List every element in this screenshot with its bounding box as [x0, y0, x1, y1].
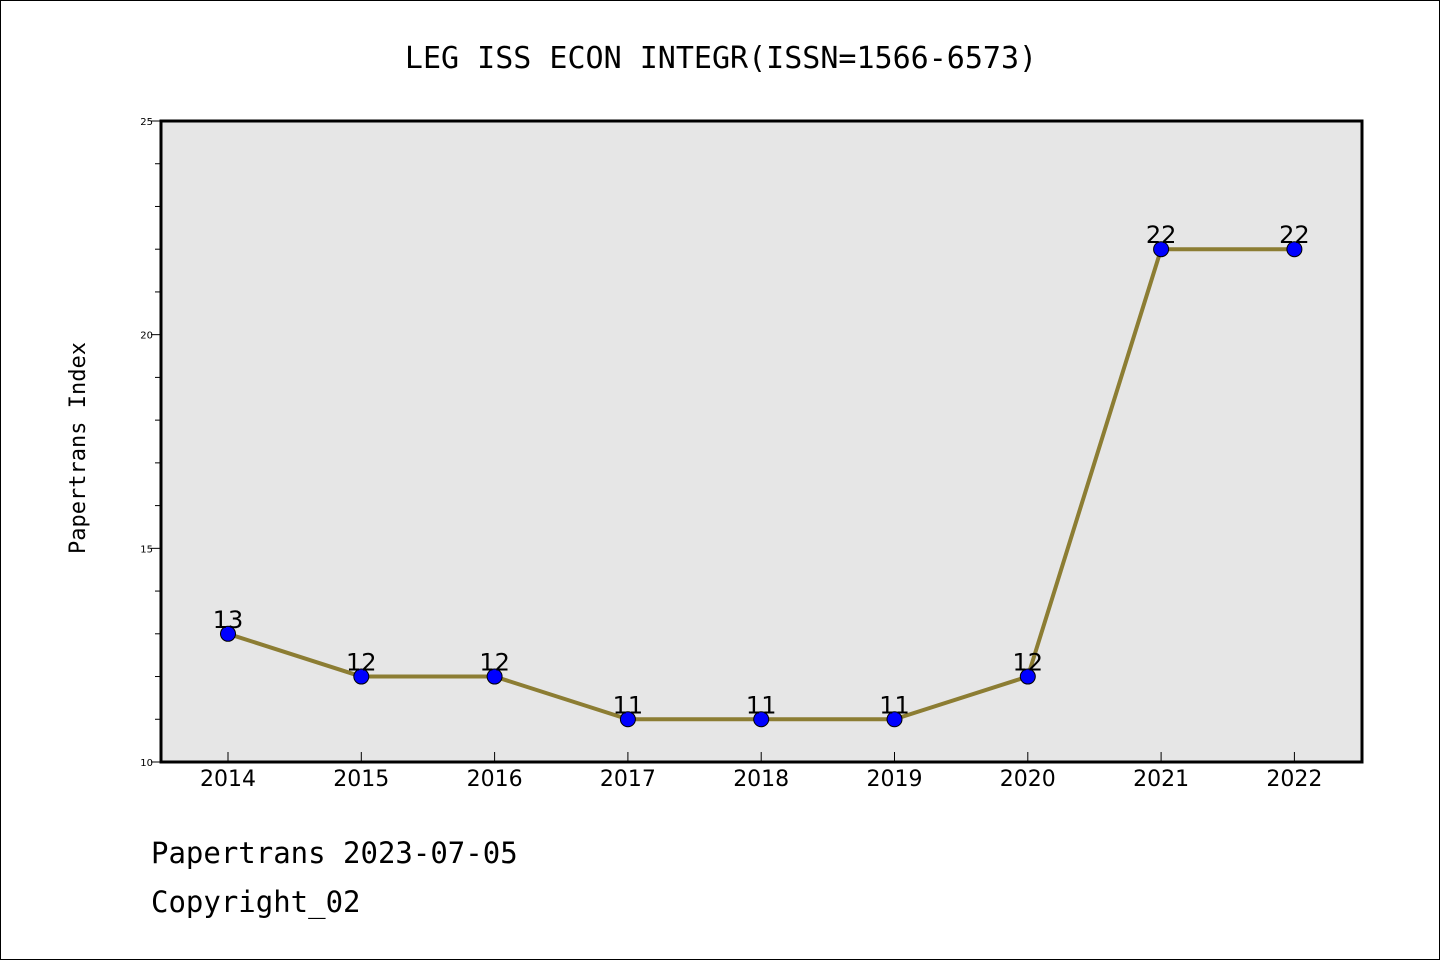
x-tick-label: 2016 [467, 767, 523, 792]
data-label: 22 [1146, 221, 1177, 249]
data-label: 11 [613, 691, 644, 719]
data-point [619, 711, 636, 728]
data-point [886, 711, 903, 728]
y-tick-label: 15 [140, 544, 153, 555]
y-axis: 10 15 20 25 [140, 117, 161, 769]
y-tick-label: 25 [140, 117, 153, 128]
footer-date-line: Papertrans 2023-07-05 [151, 836, 518, 870]
data-labels: 13 12 12 11 11 11 12 22 22 [213, 221, 1310, 719]
y-tick-label: 10 [140, 758, 153, 769]
x-axis: 2014 2015 2016 2017 2018 2019 2020 2021 2022 [200, 752, 1322, 792]
x-tick-label: 2021 [1133, 767, 1189, 792]
data-label: 11 [746, 691, 777, 719]
plot-area [161, 121, 1362, 762]
x-tick-label: 2017 [600, 767, 656, 792]
data-label: 12 [346, 649, 377, 677]
x-tick-label: 2019 [867, 767, 923, 792]
data-label: 12 [1013, 649, 1044, 677]
footer-copyright-line: Copyright_02 [151, 885, 361, 919]
y-tick-label: 20 [140, 331, 153, 342]
data-label: 22 [1279, 221, 1310, 249]
x-tick-label: 2020 [1000, 767, 1056, 792]
data-point [753, 711, 770, 728]
y-axis-label: Papertrans Index [66, 342, 91, 554]
data-label: 12 [479, 649, 510, 677]
data-point [486, 668, 503, 685]
data-label: 11 [879, 691, 910, 719]
data-point [353, 668, 370, 685]
data-label: 13 [213, 606, 244, 634]
chart-title: LEG ISS ECON INTEGR(ISSN=1566-6573) [405, 41, 1037, 76]
data-point [1153, 241, 1170, 258]
x-tick-label: 2018 [733, 767, 789, 792]
x-tick-label: 2015 [333, 767, 389, 792]
x-tick-label: 2014 [200, 767, 256, 792]
data-point [220, 625, 236, 642]
data-point [1019, 668, 1036, 685]
plot-border [159, 119, 1364, 764]
data-point [1286, 241, 1303, 258]
x-tick-label: 2022 [1266, 767, 1322, 792]
data-points [220, 241, 1303, 728]
